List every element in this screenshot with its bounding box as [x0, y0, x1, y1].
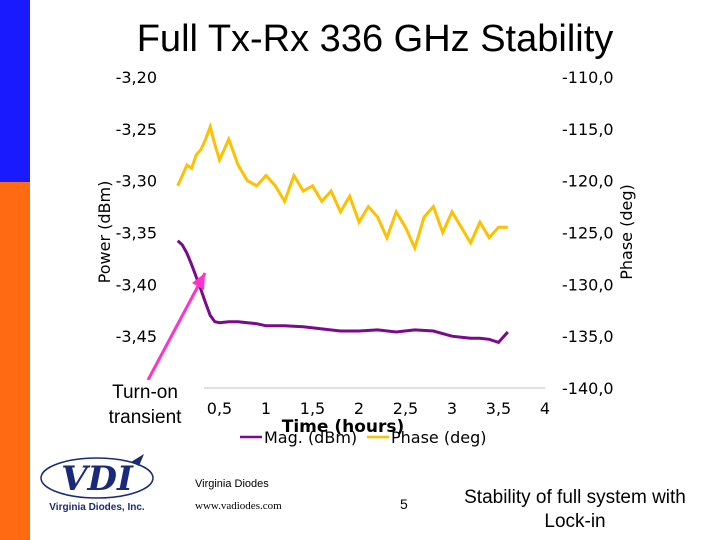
- turn-on-transient-callout: Turn-on transient: [86, 380, 204, 442]
- left-accent-bar-blue: [0, 0, 30, 182]
- x-axis-ticks: 00,511,522,533,54: [168, 399, 550, 418]
- left-axis-ticks: -3,20-3,25-3,30-3,35-3,40-3,45-3,50: [116, 68, 157, 398]
- x-axis-label: Time (hours): [282, 417, 405, 437]
- callout-arrow-head: [192, 273, 205, 290]
- x-tick-label: 2: [354, 399, 364, 418]
- left-accent-bar-orange: [0, 182, 30, 540]
- legend-label-phase: Phase (deg): [391, 428, 487, 447]
- x-tick-label: 3: [447, 399, 457, 418]
- series-line-phase: [176, 121, 508, 253]
- page-number: 5: [400, 496, 408, 512]
- footer-company-url[interactable]: www.vadiodes.com: [195, 500, 282, 512]
- logo-letters: VDI: [61, 459, 134, 499]
- y-tick-left-label: -3,35: [116, 224, 157, 243]
- y-tick-right-label: -130,0: [562, 275, 614, 294]
- y-tick-left-label: -3,20: [116, 68, 157, 87]
- x-tick-label: 2,5: [393, 399, 418, 418]
- y-axis-label-left: Power (dBm): [95, 181, 114, 284]
- x-tick-label: 4: [540, 399, 550, 418]
- vdi-logo-graphic: VDI: [40, 454, 154, 499]
- y-tick-right-label: -110,0: [562, 68, 614, 87]
- y-tick-left-label: -3,25: [116, 120, 157, 139]
- footer-company-name: Virginia Diodes: [195, 478, 269, 490]
- x-tick-label: 3,5: [486, 399, 511, 418]
- y-tick-right-label: -135,0: [562, 327, 614, 346]
- y-axis-label-right: Phase (deg): [617, 184, 636, 280]
- legend-label-magnitude: Mag. (dBm): [264, 428, 357, 447]
- logo-arrow-icon: [131, 454, 144, 466]
- series-line-magnitude: [176, 239, 509, 345]
- y-tick-right-label: -140,0: [562, 379, 614, 398]
- y-tick-right-label: -125,0: [562, 224, 614, 243]
- y-tick-left-label: -3,30: [116, 172, 157, 191]
- x-tick-label: 0,5: [207, 399, 232, 418]
- x-tick-label: 1,5: [300, 399, 325, 418]
- y-tick-right-label: -120,0: [562, 172, 614, 191]
- y-tick-left-label: -3,40: [116, 275, 157, 294]
- vdi-logo: VDI Virginia Diodes, Inc.: [36, 452, 158, 520]
- callout-arrow: [146, 272, 207, 381]
- y-tick-right-label: -115,0: [562, 120, 614, 139]
- chart-legend: Mag. (dBm) Phase (deg): [240, 428, 487, 447]
- y-tick-left-label: -3,45: [116, 327, 157, 346]
- x-tick-label: 1: [261, 399, 271, 418]
- slide-caption: Stability of full system with Lock-in: [464, 487, 686, 532]
- logo-company-text: Virginia Diodes, Inc.: [49, 502, 145, 513]
- right-axis-ticks: -110,0 -115,0 -120,0 -125,0 -130,0 -135,0 -140…: [562, 68, 614, 398]
- slide-title: Full Tx-Rx 336 GHz Stability: [136, 18, 614, 60]
